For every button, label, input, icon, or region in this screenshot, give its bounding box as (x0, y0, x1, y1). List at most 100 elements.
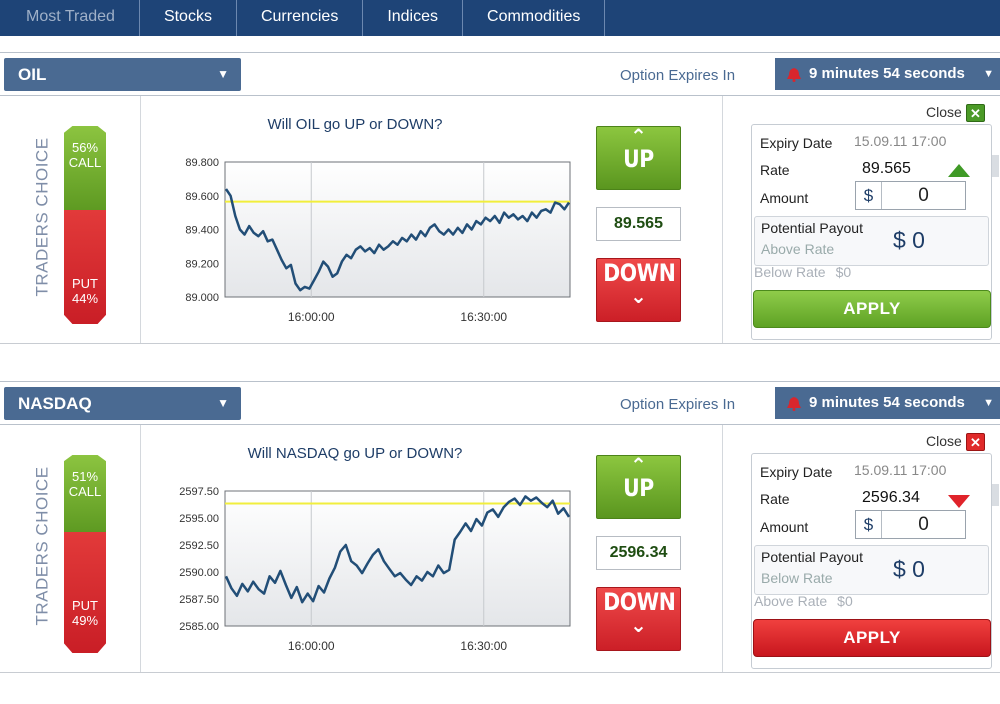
down-label: DOWN (603, 259, 676, 287)
currency-symbol: $ (856, 511, 882, 538)
tab-most-traded[interactable]: Most Traded (0, 0, 140, 36)
close-label[interactable]: Close (926, 433, 962, 449)
price-series-line (224, 188, 571, 292)
scrollbar[interactable] (992, 484, 999, 506)
amount-value[interactable]: 0 (918, 514, 929, 535)
amount-input[interactable]: $ 0 (855, 510, 966, 539)
chevron-down-icon: ⌄ (630, 284, 647, 308)
apply-button[interactable]: APPLY (753, 619, 991, 657)
y-tick-label: 2597.50 (179, 486, 219, 498)
asset-name: NASDAQ (18, 394, 92, 413)
alarm-bell-icon (787, 68, 801, 82)
top-nav: Most Traded Stocks Currencies Indices Co… (0, 0, 1000, 36)
amount-label: Amount (760, 519, 809, 535)
put-label: PUT (72, 598, 98, 613)
potential-payout-label: Potential Payout (761, 220, 863, 236)
expires-countdown[interactable]: 9 minutes 54 seconds ▼ (775, 58, 1000, 90)
divider (0, 381, 1000, 382)
put-segment: PUT 44% (64, 210, 106, 324)
call-segment: 51% CALL (64, 455, 106, 532)
y-tick-label: 2585.00 (179, 621, 219, 633)
current-rate: 2596.34 (596, 536, 681, 570)
scrollbar[interactable] (992, 155, 999, 177)
tab-currencies[interactable]: Currencies (237, 0, 364, 36)
apply-button[interactable]: APPLY (753, 290, 991, 328)
up-arrow-icon (948, 164, 970, 177)
call-label: CALL (68, 155, 102, 170)
currency-symbol: $ (856, 182, 882, 209)
rate-label: Rate (760, 162, 790, 178)
call-label: CALL (68, 484, 102, 499)
asset-select[interactable]: NASDAQ ▼ (4, 387, 241, 420)
expires-value: 9 minutes 54 seconds (809, 394, 965, 411)
call-segment: 56% CALL (64, 126, 106, 210)
amount-label: Amount (760, 190, 809, 206)
close-label[interactable]: Close (926, 104, 962, 120)
expiry-date-label: Expiry Date (760, 135, 833, 151)
up-button[interactable]: ⌃ UP (596, 126, 681, 190)
down-button[interactable]: DOWN ⌄ (596, 258, 681, 322)
divider (0, 95, 1000, 96)
alternate-payout: Below Rate $0 (754, 264, 851, 280)
x-tick-label: 16:00:00 (288, 310, 335, 322)
call-percent: 51% (71, 469, 99, 484)
alternate-payout-value: $0 (835, 264, 852, 280)
up-label: UP (623, 474, 654, 502)
alternate-payout: Above Rate $0 (754, 593, 853, 609)
y-tick-label: 2590.00 (179, 567, 219, 579)
call-percent: 56% (71, 140, 99, 155)
down-label: DOWN (603, 588, 676, 616)
expiry-date-label: Expiry Date (760, 464, 833, 480)
option-panel-nasdaq: NASDAQ ▼ Option Expires In 9 minutes 54 … (0, 365, 1000, 673)
question-text: Will NASDAQ go UP or DOWN? (247, 445, 463, 462)
alarm-bell-icon (787, 397, 801, 411)
divider (722, 96, 723, 343)
traders-choice-gauge: 56% CALL PUT 44% (64, 126, 106, 324)
plot-area (224, 161, 571, 298)
tab-stocks[interactable]: Stocks (140, 0, 237, 36)
y-tick-label: 89.400 (185, 225, 219, 237)
chevron-down-icon: ▼ (217, 396, 229, 410)
asset-select[interactable]: OIL ▼ (4, 58, 241, 91)
price-chart: 89.800 89.600 89.400 89.200 89.000 16:00:00 16… (185, 157, 571, 322)
chevron-up-icon: ⌃ (630, 124, 647, 148)
current-rate: 89.565 (596, 207, 681, 241)
alternate-payout-label: Above Rate (754, 593, 828, 609)
option-expires-label: Option Expires In (620, 67, 736, 84)
up-label: UP (623, 145, 654, 173)
payout-condition: Above Rate (761, 241, 835, 257)
expires-countdown[interactable]: 9 minutes 54 seconds ▼ (775, 387, 1000, 419)
plot-area (224, 490, 571, 627)
price-series-line (224, 495, 571, 604)
down-arrow-icon (948, 495, 970, 508)
traders-choice-gauge: 51% CALL PUT 49% (64, 455, 106, 653)
divider (0, 424, 1000, 425)
alternate-payout-value: $0 (837, 593, 853, 609)
y-tick-label: 89.600 (185, 191, 219, 203)
chevron-down-icon: ⌄ (630, 613, 647, 637)
chevron-down-icon: ▼ (983, 68, 994, 80)
rate-label: Rate (760, 491, 790, 507)
asset-name: OIL (18, 65, 47, 84)
trade-form: Expiry Date 15.09.11 17:00 Rate 89.565 A… (751, 124, 999, 340)
up-button[interactable]: ⌃ UP (596, 455, 681, 519)
option-expires-label: Option Expires In (620, 396, 736, 413)
x-tick-label: 16:30:00 (460, 639, 507, 651)
payout-value: $ 0 (893, 227, 925, 253)
close-icon[interactable]: ✕ (966, 433, 985, 451)
trade-form: Expiry Date 15.09.11 17:00 Rate 2596.34 … (751, 453, 999, 669)
put-percent: 49% (71, 613, 99, 628)
close-icon[interactable]: ✕ (966, 104, 985, 122)
potential-payout: Potential Payout Above Rate $ 0 (754, 216, 989, 266)
down-button[interactable]: DOWN ⌄ (596, 587, 681, 651)
price-chart: 2597.50 2595.00 2592.50 2590.00 2587.50 2585.… (179, 486, 571, 651)
tab-indices[interactable]: Indices (363, 0, 464, 36)
y-tick-label: 89.800 (185, 157, 219, 169)
tab-commodities[interactable]: Commodities (463, 0, 606, 36)
y-tick-label: 89.200 (185, 258, 219, 270)
traders-choice-label: TRADERS CHOICE (33, 137, 53, 297)
payout-condition: Below Rate (761, 570, 833, 586)
divider (0, 52, 1000, 53)
amount-input[interactable]: $ 0 (855, 181, 966, 210)
amount-value[interactable]: 0 (918, 185, 929, 206)
